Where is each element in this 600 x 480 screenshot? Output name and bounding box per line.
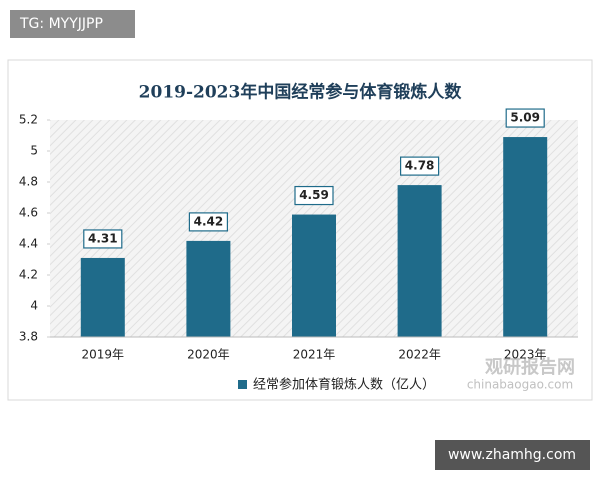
data-label: 4.31: [88, 231, 118, 245]
footer: www.zhamhg.com: [448, 447, 576, 463]
data-label: 4.42: [194, 214, 224, 228]
y-tick-label: 4.2: [19, 268, 38, 282]
data-label-box: [294, 185, 334, 206]
y-tick-label: 3.8: [19, 330, 38, 344]
legend-swatch: [238, 380, 247, 389]
x-tick-label: 2019年: [82, 348, 125, 362]
y-tick-label: 5: [30, 144, 38, 158]
x-tick-label: 2022年: [398, 348, 441, 362]
data-label-box: [83, 229, 123, 249]
data-label: 4.78: [405, 159, 435, 173]
bar: [186, 240, 231, 337]
data-label-box: [505, 108, 545, 128]
watermark-brand: 观研报告网: [485, 356, 575, 378]
y-tick-label: 4.4: [19, 237, 38, 251]
data-label: 5.09: [510, 111, 540, 125]
y-tick-label: 5.2: [19, 113, 38, 127]
y-tick-label: 4.8: [19, 175, 38, 189]
bar: [292, 214, 336, 337]
legend-label: 经常参加体育锻炼人数（亿人）: [253, 377, 435, 393]
chart-title: 2019-2023年中国经常参与体育锻炼人数: [139, 82, 463, 103]
bar: [503, 137, 548, 337]
footer-box: [435, 440, 590, 470]
data-label-box: [400, 156, 440, 176]
watermark-url: chinabaogao.com: [467, 378, 573, 392]
bar: [80, 257, 125, 337]
data-label: 4.59: [299, 188, 329, 202]
x-tick-label: 2021年: [293, 348, 336, 362]
data-label-box: [188, 212, 228, 232]
tag-box: [10, 10, 135, 38]
tag: TG: MYYJJPP: [19, 16, 103, 32]
x-tick-label: 2023年: [504, 348, 547, 362]
bar: [397, 185, 442, 337]
y-tick-label: 4: [30, 299, 38, 313]
x-tick-label: 2020年: [187, 348, 230, 362]
y-tick-label: 4.6: [19, 206, 38, 220]
